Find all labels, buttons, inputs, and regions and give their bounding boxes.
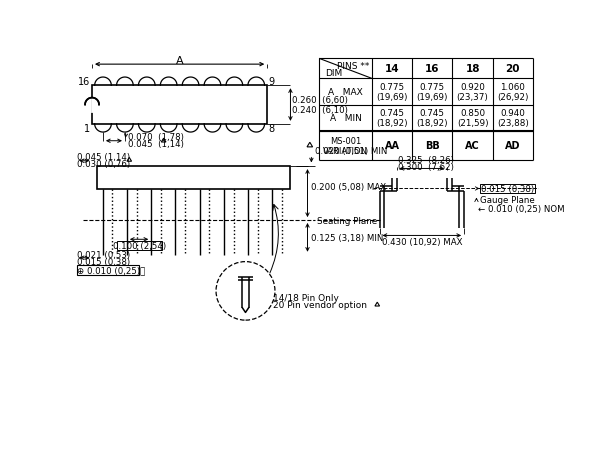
Text: 0.745
(18,92): 0.745 (18,92) [416,109,448,128]
Text: 0.300  (7,62): 0.300 (7,62) [398,163,454,172]
Text: ← 0.010 (0,25) NOM: ← 0.010 (0,25) NOM [478,205,565,213]
Text: 14: 14 [385,64,399,74]
Text: 16: 16 [78,76,91,86]
Text: 0.260  (6,60): 0.260 (6,60) [292,96,348,105]
Text: ⊕ 0.010 (0,25)Ⓜ: ⊕ 0.010 (0,25)Ⓜ [77,266,145,275]
Text: DIM: DIM [325,69,343,77]
Text: 0.775
(19,69): 0.775 (19,69) [416,82,448,102]
Text: 0.030 (0,76): 0.030 (0,76) [77,160,130,169]
Text: 0.240  (6,10): 0.240 (6,10) [292,106,348,114]
Text: BB: BB [425,141,440,151]
Text: 20: 20 [506,64,520,74]
Text: A   MAX: A MAX [328,88,363,97]
Text: 1.060
(26,92): 1.060 (26,92) [497,82,529,102]
Text: A   MIN: A MIN [329,114,361,123]
Text: 18: 18 [466,64,480,74]
Text: AC: AC [465,141,480,151]
Text: Seating Plane: Seating Plane [317,216,377,225]
Text: 0.015 (0,38): 0.015 (0,38) [481,185,534,193]
Text: 0.100 (2,54): 0.100 (2,54) [113,242,166,250]
Bar [92,86,267,125]
Text: 14/18 Pin Only: 14/18 Pin Only [272,293,338,302]
Text: 20 Pin vendor option: 20 Pin vendor option [272,301,367,309]
Bar [116,241,161,251]
Text: 0.020 (0,51) MIN: 0.020 (0,51) MIN [315,147,388,156]
Text: 0.775
(19,69): 0.775 (19,69) [376,82,408,102]
Text: 0.920
(23,37): 0.920 (23,37) [457,82,488,102]
Text: 0.125 (3,18) MIN: 0.125 (3,18) MIN [311,233,383,243]
Text: 0.070  (1,78): 0.070 (1,78) [128,133,184,142]
Text: 0.200 (5,08) MAX: 0.200 (5,08) MAX [311,183,386,192]
Text: 0.430 (10,92) MAX: 0.430 (10,92) MAX [382,238,462,247]
Text: 0.045 (1,14): 0.045 (1,14) [77,153,130,162]
Text: 0.940
(23,88): 0.940 (23,88) [497,109,529,128]
Text: 0.850
(21,59): 0.850 (21,59) [457,109,488,128]
Text: MS-001
VARIATION: MS-001 VARIATION [323,136,368,156]
Text: 0.015 (0,38): 0.015 (0,38) [77,258,130,267]
Text: 0.745
(18,92): 0.745 (18,92) [376,109,408,128]
Text: 16: 16 [425,64,440,74]
Text: A: A [176,56,184,66]
Bar [97,167,290,190]
Text: PINS **: PINS ** [337,61,370,71]
Text: AA: AA [385,141,400,151]
Text: Gauge Plane: Gauge Plane [480,195,535,204]
Text: AD: AD [505,141,521,151]
Text: 9: 9 [269,76,275,86]
Bar [479,184,535,194]
Text: 0.045  (1,14): 0.045 (1,14) [128,140,184,149]
Bar [77,266,139,276]
Text: 8: 8 [269,124,275,134]
Text: 0.325  (8,26): 0.325 (8,26) [398,156,454,165]
Text: 0.021 (0,53): 0.021 (0,53) [77,251,130,260]
Text: 1: 1 [85,124,91,134]
